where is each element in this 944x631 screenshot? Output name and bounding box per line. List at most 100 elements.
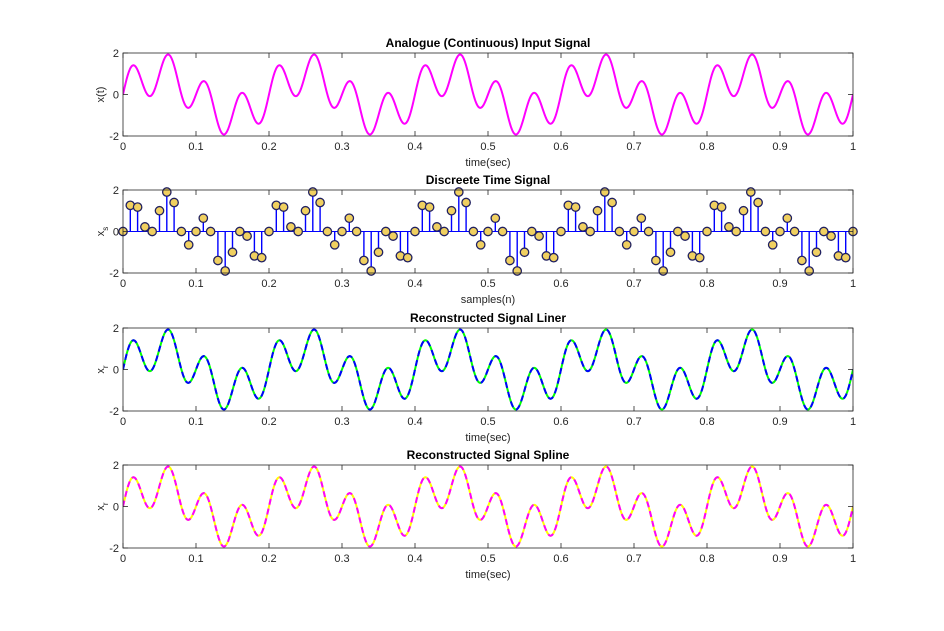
stem-marker [169, 197, 179, 208]
x-tick-label: 0.2 [261, 416, 276, 428]
x-tick-label: 0.9 [772, 416, 787, 428]
y-tick-label: 0 [113, 90, 119, 102]
series-line-2 [123, 328, 853, 411]
stem-marker [198, 213, 209, 224]
subplot-title: Reconstructed Signal Liner [410, 311, 566, 325]
x-tick-label: 0.6 [553, 141, 568, 153]
x-tick-label: 1 [850, 416, 856, 428]
stem-marker [782, 213, 793, 224]
stem-marker [643, 226, 654, 237]
y-axis-label: xs [95, 227, 110, 237]
x-tick-label: 0.7 [626, 553, 641, 565]
y-axis-label-main: x [95, 368, 107, 374]
stem-marker [789, 226, 800, 237]
x-tick-label: 0.1 [188, 416, 203, 428]
stem-marker [753, 197, 763, 208]
stem-marker [388, 231, 398, 241]
x-tick-label: 0.6 [553, 416, 568, 428]
stem-marker [234, 226, 245, 237]
stem-marker [424, 202, 435, 212]
stem-marker [461, 197, 471, 208]
x-axis-label: samples(n) [461, 294, 515, 306]
stem-marker [512, 266, 523, 276]
stem-marker [556, 226, 566, 237]
x-tick-label: 0.7 [626, 278, 641, 290]
stem-marker [534, 231, 544, 241]
x-tick-label: 0.3 [334, 553, 349, 565]
stem-marker [775, 226, 785, 237]
stem-marker [293, 226, 304, 237]
stem-marker [154, 205, 165, 216]
stem-marker [629, 226, 639, 237]
stem-marker [767, 239, 778, 250]
stem-marker [147, 226, 158, 237]
y-axis-label-subscript: s [101, 227, 110, 231]
stem-marker [672, 226, 683, 237]
stem-marker [307, 187, 318, 197]
stem-marker [161, 187, 172, 197]
x-tick-label: 0.4 [407, 416, 422, 428]
x-tick-label: 0.1 [188, 141, 203, 153]
stem-marker [526, 226, 537, 237]
x-tick-label: 0.2 [261, 141, 276, 153]
stem-marker [636, 213, 647, 224]
x-tick-label: 0.7 [626, 416, 641, 428]
stem-marker [694, 252, 705, 263]
stem-marker [599, 187, 610, 197]
x-tick-label: 0.5 [480, 553, 495, 565]
x-tick-label: 0.2 [261, 553, 276, 565]
stem-marker [497, 226, 508, 237]
stem-marker [300, 205, 311, 216]
x-tick-label: 0.8 [699, 278, 714, 290]
subplot-4: 0 0.1 0.2 0.3 0.4 0.5 0.6 0.7 0.8 0.9 1-202Reconst… [95, 448, 856, 581]
stem-marker [651, 255, 661, 266]
series-line-1 [123, 53, 853, 136]
stem-marker [607, 197, 617, 208]
stem-marker [702, 226, 712, 237]
y-tick-label: 0 [113, 365, 119, 377]
y-axis-label-main: x(t) [95, 87, 107, 103]
stem-marker [366, 266, 377, 276]
stem-marker [665, 247, 676, 258]
y-tick-label: 2 [113, 323, 119, 335]
stem-marker [176, 226, 187, 237]
stem-marker [621, 239, 632, 250]
stem-marker [738, 205, 749, 216]
stem-marker [468, 226, 479, 237]
stem-marker [585, 226, 596, 237]
stem-marker [213, 255, 223, 266]
x-tick-label: 0 [120, 141, 126, 153]
stem-marker [439, 226, 450, 237]
stem-marker [359, 255, 369, 266]
stem-markers [118, 187, 858, 276]
stem-marker [818, 226, 829, 237]
stem-marker [344, 213, 355, 224]
y-axis-label-main: x [95, 230, 107, 236]
stem-marker [446, 205, 457, 216]
stem-marker [475, 239, 486, 250]
y-tick-label: 2 [113, 48, 119, 60]
stem-marker [731, 226, 742, 237]
x-tick-label: 0.3 [334, 416, 349, 428]
subplot-1: 0 0.1 0.2 0.3 0.4 0.5 0.6 0.7 0.8 0.9 1-202Analogu… [95, 36, 856, 169]
x-tick-label: 1 [850, 553, 856, 565]
y-axis-label: x(t) [95, 87, 107, 103]
subplot-title: Analogue (Continuous) Input Signal [386, 36, 591, 50]
plot-area [123, 328, 853, 411]
stem-marker [410, 226, 420, 237]
stem-marker [373, 247, 384, 258]
x-tick-label: 0.6 [553, 553, 568, 565]
stem-marker [278, 202, 289, 212]
stem-marker [716, 202, 727, 212]
x-tick-label: 0.8 [699, 141, 714, 153]
plot-area [123, 465, 853, 548]
stem-marker [380, 226, 391, 237]
stem-marker [329, 239, 340, 250]
subplot-3: 0 0.1 0.2 0.3 0.4 0.5 0.6 0.7 0.8 0.9 1-202Reconst… [95, 311, 856, 444]
stem-marker [256, 252, 267, 263]
x-tick-label: 0.9 [772, 141, 787, 153]
x-tick-label: 0.9 [772, 278, 787, 290]
stem-marker [286, 222, 296, 232]
